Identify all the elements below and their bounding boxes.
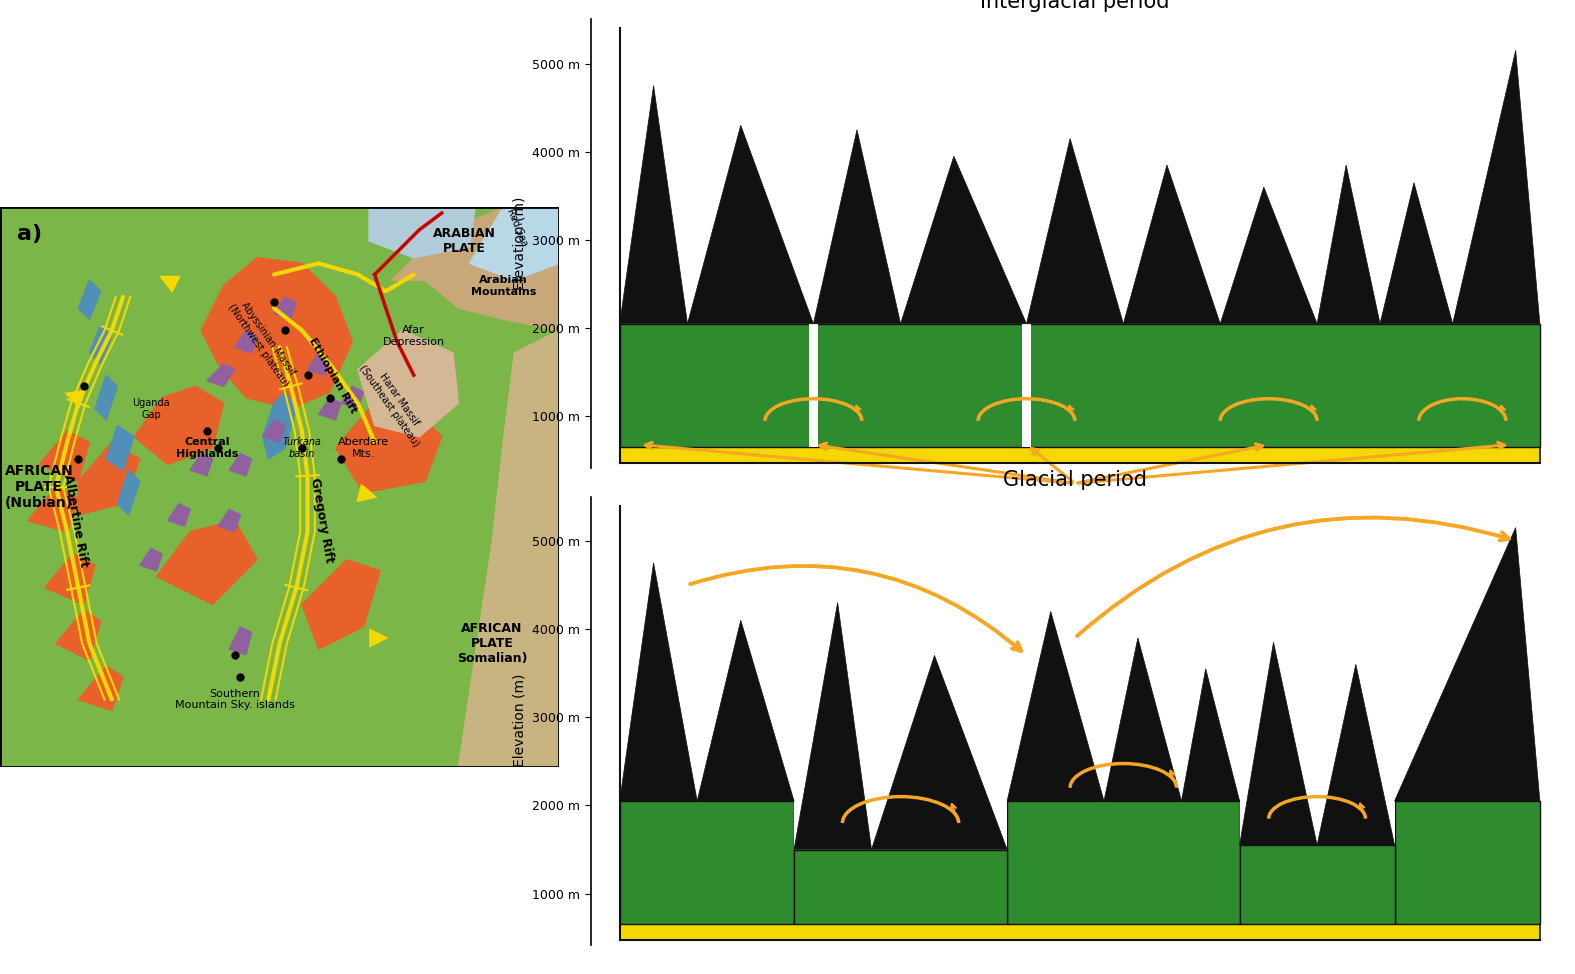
Bar	[1394, 801, 1540, 924]
Y-axis label: Elevation (m): Elevation (m)	[512, 674, 526, 768]
Text: Central
Highlands: Central Highlands	[176, 437, 238, 459]
Text: AFRICAN
PLATE
Somalian): AFRICAN PLATE Somalian)	[457, 622, 528, 665]
Polygon shape	[1123, 165, 1221, 323]
Polygon shape	[156, 520, 257, 605]
Polygon shape	[118, 470, 140, 515]
Bar	[619, 323, 813, 447]
Polygon shape	[263, 392, 296, 459]
Polygon shape	[39, 431, 90, 481]
Polygon shape	[1027, 138, 1123, 323]
Polygon shape	[1181, 669, 1240, 801]
Text: Abyssinian Massif
(Northwest plateau): Abyssinian Massif (Northwest plateau)	[225, 295, 299, 388]
Polygon shape	[794, 603, 871, 849]
Polygon shape	[698, 620, 794, 801]
Polygon shape	[813, 130, 901, 323]
Text: Gregory Rift: Gregory Rift	[307, 477, 335, 564]
Polygon shape	[235, 330, 257, 353]
Text: Ethiopian Rift: Ethiopian Rift	[307, 336, 359, 415]
Text: Aberdare
Mts.: Aberdare Mts.	[339, 437, 389, 459]
Polygon shape	[369, 207, 476, 258]
Polygon shape	[307, 353, 329, 375]
Polygon shape	[167, 504, 191, 526]
Text: Arabian
Mountains: Arabian Mountains	[471, 275, 536, 296]
Polygon shape	[79, 281, 101, 319]
Polygon shape	[1452, 51, 1540, 323]
Polygon shape	[302, 560, 380, 649]
Polygon shape	[206, 364, 235, 387]
Text: Uganda
Gap: Uganda Gap	[132, 398, 170, 420]
Text: Afar
Depression: Afar Depression	[383, 325, 444, 347]
Polygon shape	[1104, 638, 1181, 801]
Polygon shape	[335, 403, 441, 493]
Polygon shape	[1394, 528, 1540, 801]
Polygon shape	[191, 454, 213, 476]
Polygon shape	[469, 207, 559, 281]
Polygon shape	[687, 126, 813, 323]
Polygon shape	[1380, 183, 1452, 323]
Polygon shape	[106, 426, 134, 470]
Bar	[1240, 845, 1394, 924]
Polygon shape	[263, 420, 285, 442]
Polygon shape	[79, 442, 140, 515]
Polygon shape	[94, 375, 118, 420]
Text: Red Sea: Red Sea	[506, 206, 529, 247]
Bar	[1027, 323, 1540, 447]
Polygon shape	[458, 330, 559, 767]
Polygon shape	[1006, 612, 1104, 801]
Polygon shape	[202, 258, 353, 409]
Polygon shape	[274, 297, 296, 319]
Bar	[1240, 801, 1394, 845]
Bar	[619, 801, 794, 924]
Polygon shape	[1240, 642, 1317, 845]
Text: AFRICAN
PLATE
(Nubian): AFRICAN PLATE (Nubian)	[5, 464, 74, 510]
Polygon shape	[140, 548, 162, 571]
Polygon shape	[90, 325, 112, 364]
Polygon shape	[391, 207, 559, 330]
Polygon shape	[44, 554, 94, 605]
Polygon shape	[619, 86, 687, 323]
Text: Harar Massif
(Southeast plateau): Harar Massif (Southeast plateau)	[358, 357, 432, 449]
Polygon shape	[134, 387, 224, 465]
Y-axis label: Elevation (m): Elevation (m)	[512, 197, 526, 290]
Polygon shape	[57, 610, 101, 660]
Polygon shape	[230, 454, 252, 476]
Bar	[619, 924, 1540, 940]
Text: Albertine Rift: Albertine Rift	[61, 473, 90, 568]
Polygon shape	[79, 666, 123, 711]
Bar	[794, 849, 1006, 924]
Title: Interglacial period: Interglacial period	[980, 0, 1170, 13]
Bar	[1006, 801, 1240, 924]
Polygon shape	[28, 487, 79, 532]
Text: ARABIAN
PLATE: ARABIAN PLATE	[433, 227, 496, 255]
Bar	[808, 323, 819, 447]
Bar	[1022, 323, 1032, 447]
Polygon shape	[901, 156, 1027, 323]
Polygon shape	[217, 509, 241, 532]
Polygon shape	[1317, 664, 1394, 845]
Polygon shape	[358, 330, 458, 436]
Bar	[619, 447, 1540, 463]
Polygon shape	[871, 656, 1006, 849]
Bar	[813, 323, 1027, 447]
Text: Southern
Mountain Sky. islands: Southern Mountain Sky. islands	[175, 689, 295, 710]
Polygon shape	[230, 627, 252, 655]
Text: a): a)	[17, 224, 43, 244]
Polygon shape	[342, 387, 364, 409]
Polygon shape	[619, 563, 698, 801]
Title: Glacial period: Glacial period	[1003, 469, 1147, 490]
Text: Turkana
basin: Turkana basin	[282, 437, 321, 459]
Polygon shape	[1221, 187, 1317, 323]
Polygon shape	[318, 397, 342, 420]
Polygon shape	[1317, 165, 1380, 323]
Bar	[794, 801, 1006, 849]
